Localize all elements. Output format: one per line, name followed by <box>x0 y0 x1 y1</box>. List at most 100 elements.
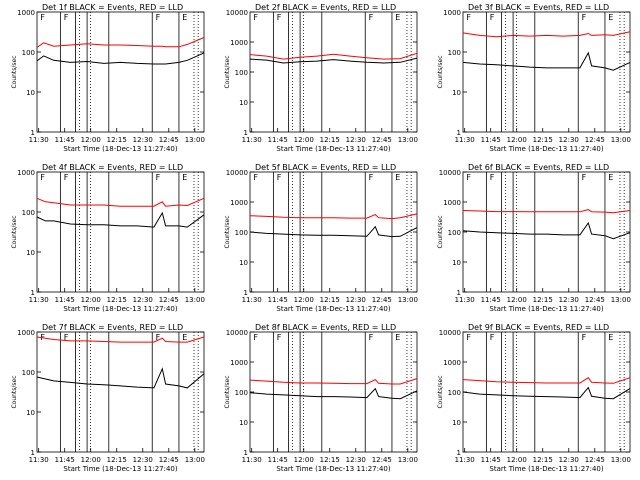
y-tick-label: 10 <box>239 419 248 427</box>
x-axis-label: Start Time (18-Dec-13 11:27:40) <box>63 145 177 153</box>
y-tick-label: 1 <box>244 289 248 297</box>
segment-label: F <box>253 13 258 22</box>
x-tick-label: 12:00 <box>81 136 101 144</box>
plot-title: Det 7f BLACK = Events, RED = LLD <box>42 323 183 332</box>
x-axis-label: Start Time (18-Dec-13 11:27:40) <box>63 465 177 473</box>
x-tick-label: 11:30 <box>455 456 475 464</box>
x-tick-label: 13:00 <box>398 456 418 464</box>
y-tick-label: 100 <box>235 389 248 397</box>
plot-title: Det 3f BLACK = Events, RED = LLD <box>468 3 609 12</box>
x-tick-label: 11:30 <box>242 456 262 464</box>
x-tick-label: 11:30 <box>242 296 262 304</box>
x-tick-label: 11:45 <box>55 296 75 304</box>
x-tick-label: 12:15 <box>107 136 127 144</box>
x-axis-label: Start Time (18-Dec-13 11:27:40) <box>489 145 603 153</box>
x-tick-label: 13:00 <box>611 296 631 304</box>
y-tick-label: 10000 <box>226 169 248 177</box>
y-tick-label: 100 <box>448 389 461 397</box>
x-tick-label: 13:00 <box>185 456 205 464</box>
plot-frame <box>36 171 205 293</box>
x-tick-label: 12:45 <box>159 296 179 304</box>
x-tick-label: 11:45 <box>268 456 288 464</box>
x-tick-label: 13:00 <box>611 456 631 464</box>
corner-label: E <box>608 333 613 342</box>
y-tick-label: 100 <box>22 49 35 57</box>
x-tick-label: 12:15 <box>320 296 340 304</box>
y-tick-label: 1000 <box>230 359 248 367</box>
y-tick-label: 1000 <box>230 39 248 47</box>
x-tick-label: 12:00 <box>294 456 314 464</box>
y-tick-label: 100 <box>22 209 35 217</box>
x-axis-label: Start Time (18-Dec-13 11:27:40) <box>63 305 177 313</box>
x-tick-label: 12:15 <box>533 296 553 304</box>
x-tick-label: 11:30 <box>455 296 475 304</box>
x-tick-label: 12:15 <box>533 456 553 464</box>
y-tick-label: 1000 <box>443 359 461 367</box>
lld-series-line <box>249 52 418 60</box>
plot-frame <box>36 11 205 133</box>
x-tick-label: 12:30 <box>346 456 366 464</box>
x-tick-label: 12:00 <box>507 456 527 464</box>
corner-label: E <box>395 173 400 182</box>
x-tick-label: 11:45 <box>268 296 288 304</box>
corner-label: E <box>608 173 613 182</box>
segment-label: F <box>369 173 374 182</box>
y-tick-label: 100 <box>235 69 248 77</box>
corner-label: E <box>182 13 187 22</box>
y-tick-label: 1 <box>457 129 461 137</box>
y-axis-label: Counts/sec <box>437 55 444 88</box>
x-tick-label: 12:30 <box>346 136 366 144</box>
x-tick-label: 12:30 <box>559 136 579 144</box>
x-tick-label: 11:30 <box>242 136 262 144</box>
y-tick-label: 10 <box>239 99 248 107</box>
segment-label: F <box>490 333 495 342</box>
y-tick-label: 10 <box>452 419 461 427</box>
segment-label: F <box>277 173 282 182</box>
y-tick-label: 10 <box>239 259 248 267</box>
segment-label: F <box>64 173 69 182</box>
x-tick-label: 11:30 <box>29 136 49 144</box>
y-tick-label: 1000 <box>443 199 461 207</box>
x-axis-label: Start Time (18-Dec-13 11:27:40) <box>276 305 390 313</box>
segment-label: F <box>490 13 495 22</box>
plot-frame <box>36 331 205 453</box>
y-axis-label: Counts/sec <box>224 215 231 248</box>
x-tick-label: 12:00 <box>507 136 527 144</box>
y-axis-label: Counts/sec <box>437 375 444 408</box>
y-axis-label: Counts/sec <box>437 215 444 248</box>
events-series-line <box>36 211 205 228</box>
events-series-line <box>36 52 205 65</box>
x-tick-label: 12:30 <box>133 296 153 304</box>
plot-title: Det 9f BLACK = Events, RED = LLD <box>468 323 609 332</box>
segment-label: F <box>40 13 45 22</box>
segment-label: F <box>466 13 471 22</box>
y-tick-label: 100 <box>448 49 461 57</box>
x-tick-label: 12:30 <box>559 296 579 304</box>
x-tick-label: 11:45 <box>55 456 75 464</box>
segment-label: F <box>64 13 69 22</box>
segment-label: F <box>369 333 374 342</box>
x-tick-label: 11:30 <box>455 136 475 144</box>
segment-label: F <box>253 333 258 342</box>
segment-label: F <box>40 173 45 182</box>
events-series-line <box>462 221 631 240</box>
y-tick-label: 10000 <box>226 329 248 337</box>
y-tick-label: 1 <box>31 129 35 137</box>
y-tick-label: 100 <box>448 229 461 237</box>
segment-label: F <box>369 13 374 22</box>
x-tick-label: 12:00 <box>294 136 314 144</box>
plot-title: Det 4f BLACK = Events, RED = LLD <box>42 163 183 172</box>
y-tick-label: 10 <box>26 409 35 417</box>
events-series-line <box>249 387 418 400</box>
lld-series-line <box>249 213 418 220</box>
segment-label: F <box>253 173 258 182</box>
x-tick-label: 12:00 <box>507 296 527 304</box>
x-tick-label: 12:00 <box>294 296 314 304</box>
events-series-line <box>249 57 418 64</box>
corner-label: E <box>608 13 613 22</box>
